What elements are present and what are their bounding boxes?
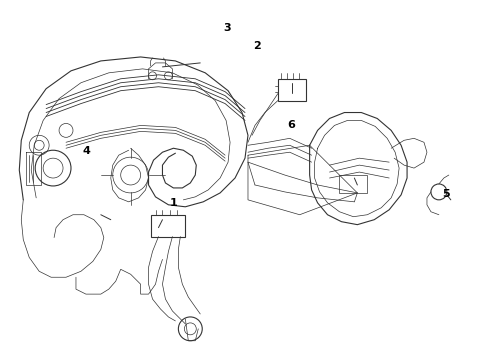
- Text: 2: 2: [252, 41, 260, 51]
- Text: 6: 6: [286, 120, 294, 130]
- Text: 1: 1: [170, 198, 178, 208]
- Bar: [339, 175, 366, 193]
- Text: 5: 5: [442, 189, 449, 199]
- Bar: [277, 79, 305, 100]
- Text: 3: 3: [223, 23, 231, 33]
- Text: 4: 4: [82, 147, 90, 157]
- Bar: [150, 215, 185, 237]
